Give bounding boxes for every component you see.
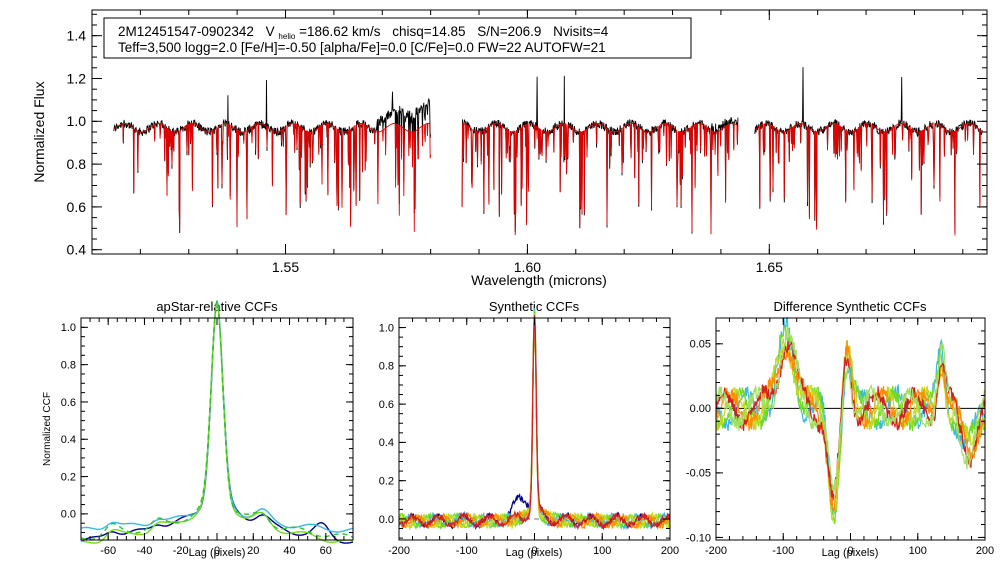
header-v-value: =186.62 km/s <box>299 24 381 39</box>
synthetic-ccf-line <box>398 314 671 531</box>
apstar-ccf-line <box>81 302 354 544</box>
y-tick-label: 0.6 <box>67 199 87 215</box>
difference-lines <box>715 316 986 525</box>
y-tick-label: 0.6 <box>61 397 76 409</box>
y-tick-label: 1.0 <box>61 322 76 334</box>
x-tick-label: -200 <box>705 545 727 557</box>
synthetic-lines <box>398 308 671 531</box>
header-line-1: 2M12451547-0902342 V helio =186.62 km/s … <box>118 24 609 42</box>
x-tick-label: 20 <box>247 545 259 557</box>
difference-ccf-line <box>715 325 986 494</box>
spectrum-ylabel: Normalized Flux <box>31 81 47 182</box>
difference-ticks: -200 -100 0 100 200 -0.10 -0.05 0.00 0.05 <box>686 317 994 557</box>
synthetic-ccf-line <box>398 308 671 531</box>
header-star-id: 2M12451547-0902342 <box>118 24 254 39</box>
x-tick-label: 200 <box>976 545 994 557</box>
x-tick-label: 100 <box>909 545 927 557</box>
apstar-ccf-panel: apStar-relative CCFs -60 -40 -20 0 20 40 600.0… <box>42 299 354 559</box>
y-tick-label: 0.4 <box>67 242 87 258</box>
apstar-ticks: -60 -40 -20 0 20 40 60 0.0 0.2 0.4 0.6 0.8 1.0 <box>61 318 354 557</box>
apstar-ylabel: Normalized CCF <box>42 392 53 466</box>
difference-ccf-line <box>715 340 986 512</box>
synthetic-title: Synthetic CCFs <box>489 299 580 314</box>
synthetic-ticks: -200 -100 0 100 200 0.0 0.2 0.4 0.6 0.8 1.0 <box>379 318 679 557</box>
apstar-frame <box>80 317 354 541</box>
observed-spectrum-line <box>461 75 739 234</box>
apstar-xlabel: Lag (pixels) <box>189 547 246 559</box>
synthetic-spectrum-line <box>113 122 432 232</box>
x-tick-label: -40 <box>137 545 153 557</box>
apstar-ccf-line <box>80 301 354 544</box>
header-nvisits: Nvisits=4 <box>553 24 609 39</box>
spectrum-xlabel: Wavelength (microns) <box>471 272 607 288</box>
difference-xlabel: Lag (pixels) <box>822 547 879 559</box>
y-tick-label: 1.0 <box>379 322 394 334</box>
header-v: V <box>266 24 275 39</box>
spectrum-panel: 1.55 1.60 1.65 0.4 0.6 0.8 1.0 1.2 1.4 Wavelengt… <box>31 9 988 288</box>
difference-title: Difference Synthetic CCFs <box>774 299 927 314</box>
apstar-ccf-line <box>80 300 354 541</box>
synthetic-xlabel: Lag (pixels) <box>506 547 563 559</box>
y-tick-label: 0.6 <box>379 399 394 411</box>
y-tick-label: 1.2 <box>67 70 87 86</box>
difference-ccf-panel: Difference Synthetic CCFs -200 -100 0 100 20… <box>686 299 994 559</box>
y-tick-label: 0.0 <box>61 509 76 521</box>
synthetic-ccf-line <box>398 319 671 531</box>
y-tick-label: 0.4 <box>379 437 394 449</box>
x-tick-label: 0 <box>531 545 537 557</box>
x-tick-label: -100 <box>772 545 794 557</box>
y-tick-label: 0.8 <box>67 156 87 172</box>
y-tick-label: -0.10 <box>686 532 711 544</box>
header-sn: S/N=206.9 <box>477 24 541 39</box>
x-tick-label: 100 <box>593 545 611 557</box>
synthetic-ccf-panel: Synthetic CCFs -200 -100 0 100 200 0.0 0.2 0.4 0… <box>379 299 679 559</box>
x-tick-label: 0 <box>214 545 220 557</box>
y-tick-label: 0.2 <box>61 471 76 483</box>
x-tick-label: -20 <box>173 545 189 557</box>
header-box-frame <box>103 17 692 59</box>
y-tick-label: 1.0 <box>67 113 87 129</box>
x-tick-label: -100 <box>456 545 478 557</box>
y-tick-label: 0.4 <box>61 434 76 446</box>
y-tick-label: 0.2 <box>379 476 394 488</box>
y-tick-label: -0.05 <box>686 468 711 480</box>
header-v-sub: helio <box>278 32 295 41</box>
x-tick-label: 200 <box>661 545 679 557</box>
y-tick-label: 0.00 <box>690 403 711 415</box>
y-tick-label: 0.8 <box>61 359 76 371</box>
y-tick-label: 0.05 <box>690 339 711 351</box>
synthetic-spectrum-line <box>754 122 983 236</box>
x-tick-label: 60 <box>320 545 332 557</box>
synthetic-ccf-line <box>398 316 671 531</box>
apstar-ccf-line <box>80 300 354 533</box>
x-tick-label: 1.60 <box>514 259 541 275</box>
x-tick-label: -200 <box>388 545 410 557</box>
y-tick-label: 1.4 <box>67 28 87 44</box>
y-tick-label: 0.0 <box>379 514 394 526</box>
x-tick-label: 1.65 <box>756 259 783 275</box>
synthetic-ccf-line <box>398 315 670 531</box>
header-chisq: chisq=14.85 <box>392 24 465 39</box>
header-line-2: Teff=3,500 logg=2.0 [Fe/H]=-0.50 [alpha/… <box>118 40 606 55</box>
synthetic-spectrum-line <box>461 122 739 236</box>
spectrum-lines <box>113 67 983 236</box>
y-tick-label: 0.8 <box>379 361 394 373</box>
header-box: 2M12451547-0902342 V helio =186.62 km/s … <box>103 17 692 59</box>
synthetic-ccf-line <box>398 310 671 531</box>
x-tick-label: 40 <box>283 545 295 557</box>
x-tick-label: 0 <box>847 545 853 557</box>
synthetic-frame <box>398 317 671 541</box>
apstar-lines <box>80 300 354 544</box>
x-tick-label: 1.55 <box>272 259 299 275</box>
spectrum-ticks: 1.55 1.60 1.65 0.4 0.6 0.8 1.0 1.2 1.4 <box>67 10 987 275</box>
x-tick-label: -60 <box>100 545 116 557</box>
